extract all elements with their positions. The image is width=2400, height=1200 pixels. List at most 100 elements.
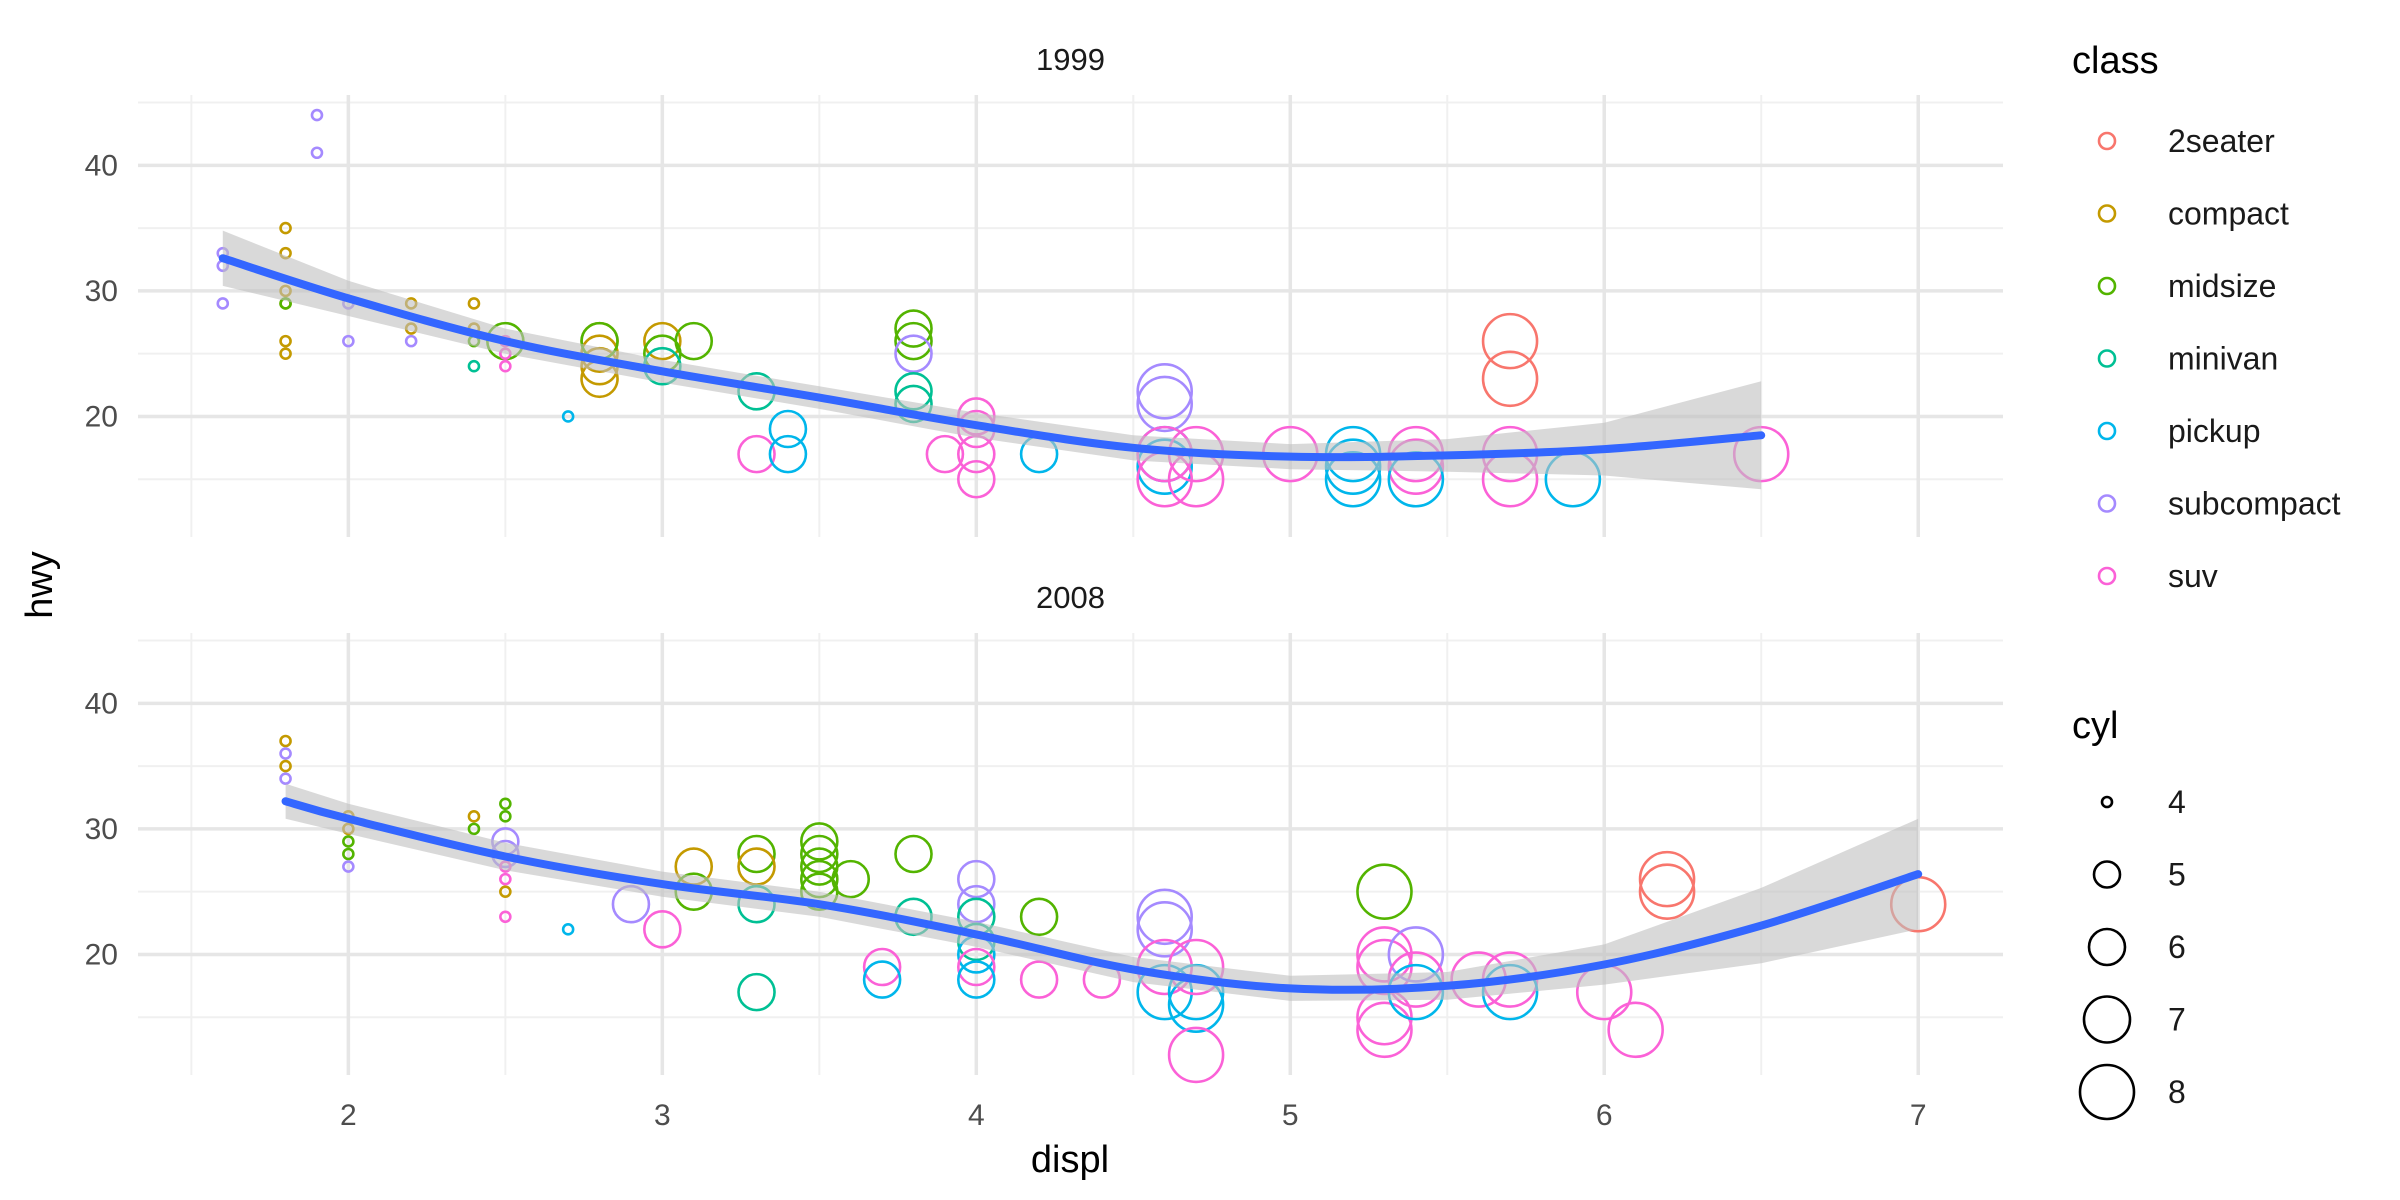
data-point (768, 434, 808, 474)
data-point (1136, 375, 1193, 433)
data-point (862, 960, 902, 999)
data-point (831, 859, 871, 899)
data-point (310, 146, 324, 160)
data-point (1481, 312, 1539, 370)
data-point (862, 947, 902, 987)
data-point (1019, 897, 1059, 937)
data-point (279, 221, 292, 235)
legend-label-pickup: pickup (2168, 413, 2261, 449)
data-point (957, 459, 996, 499)
data-point (279, 759, 292, 773)
y-axis-title: hwy (19, 551, 61, 619)
data-point (768, 409, 808, 449)
data-point (737, 434, 776, 474)
data-point (894, 309, 933, 348)
data-point (499, 910, 512, 924)
smooth-line (218, 254, 1766, 462)
data-point (957, 947, 996, 987)
data-point (643, 910, 682, 949)
legend-key-cyl-7 (2082, 995, 2132, 1044)
smooth-ribbon (222, 230, 1762, 490)
x-tick-label: 5 (1282, 1099, 1299, 1132)
data-point (467, 822, 481, 836)
data-point (561, 923, 575, 936)
data-point (499, 885, 512, 898)
data-point (1356, 1001, 1413, 1059)
y-tick-label: 30 (85, 813, 118, 846)
y-tick-label: 30 (85, 275, 118, 308)
data-point (1638, 850, 1696, 908)
data-point (342, 334, 355, 348)
panel-1999: 1999 20 30 40 (85, 42, 2003, 537)
x-tick-label: 7 (1910, 1099, 1927, 1132)
data-point (894, 321, 933, 361)
legend-class-title: class (2072, 40, 2159, 82)
smooth-ribbon (285, 783, 1919, 1001)
x-tick-label: 2 (340, 1099, 357, 1132)
legend-label-cyl-7: 7 (2168, 1002, 2186, 1038)
legend-key-2seater (2097, 131, 2117, 151)
data-point (499, 810, 512, 823)
x-tick-label: 6 (1596, 1099, 1613, 1132)
data-point (925, 434, 965, 474)
legend-cyl: cyl 4 5 6 7 8 (2072, 705, 2186, 1121)
legend-label-subcompact: subcompact (2168, 486, 2341, 522)
legend-key-pickup (2097, 421, 2117, 441)
legend-label-cyl-6: 6 (2168, 929, 2186, 965)
data-point (467, 297, 481, 310)
data-point (499, 359, 512, 373)
data-point (561, 410, 575, 423)
legend-label-cyl-4: 4 (2168, 784, 2186, 820)
x-tick-label: 4 (968, 1099, 985, 1132)
legend-label-cyl-5: 5 (2168, 857, 2186, 893)
x-axis-title: displ (1031, 1139, 1109, 1181)
legend-key-subcompact (2097, 494, 2117, 513)
legend-key-cyl-8 (2078, 1063, 2136, 1121)
data-point (1136, 363, 1193, 420)
legend-key-minivan (2097, 349, 2117, 368)
data-point (1019, 960, 1059, 999)
legend-label-midsize: midsize (2168, 268, 2276, 304)
legend-label-suv: suv (2168, 558, 2218, 594)
legend-class: class 2seater compact midsize minivan pickup s… (2072, 40, 2341, 594)
data-point (1607, 1001, 1664, 1059)
data-point (1167, 1026, 1225, 1084)
legend-label-cyl-8: 8 (2168, 1074, 2186, 1110)
data-point (800, 834, 839, 874)
legend-key-cyl-4 (2100, 795, 2114, 809)
data-point (467, 810, 481, 823)
data-point (342, 847, 355, 861)
legend-label-2seater: 2seater (2168, 123, 2275, 159)
data-point (216, 297, 230, 310)
legend-label-minivan: minivan (2168, 341, 2278, 377)
legend-key-midsize (2097, 276, 2117, 296)
strip-label: 2008 (1036, 580, 1105, 615)
data-point (342, 860, 355, 873)
data-point (1356, 863, 1413, 920)
data-point (499, 872, 512, 886)
legend-key-suv (2097, 566, 2117, 586)
data-point (1136, 888, 1193, 946)
legend-key-cyl-6 (2087, 927, 2127, 967)
data-point (310, 108, 324, 122)
data-point (1638, 863, 1696, 920)
data-point (279, 734, 292, 748)
x-axis: 2 3 4 5 6 7 (340, 1099, 1927, 1132)
data-point (643, 321, 682, 361)
panel-2008: 2008 20 30 40 (85, 580, 2003, 1084)
data-point (737, 972, 776, 1012)
legend-label-compact: compact (2168, 196, 2289, 232)
data-point (957, 960, 996, 999)
y-tick-label: 20 (85, 938, 118, 971)
data-point (894, 334, 933, 373)
data-point (1136, 901, 1193, 958)
data-point (737, 834, 776, 874)
y-tick-label: 40 (85, 149, 118, 182)
x-tick-label: 3 (654, 1099, 671, 1132)
data-point (894, 834, 933, 874)
data-point (674, 321, 714, 361)
data-point (279, 347, 292, 360)
data-point (404, 334, 418, 348)
data-point (467, 359, 481, 373)
